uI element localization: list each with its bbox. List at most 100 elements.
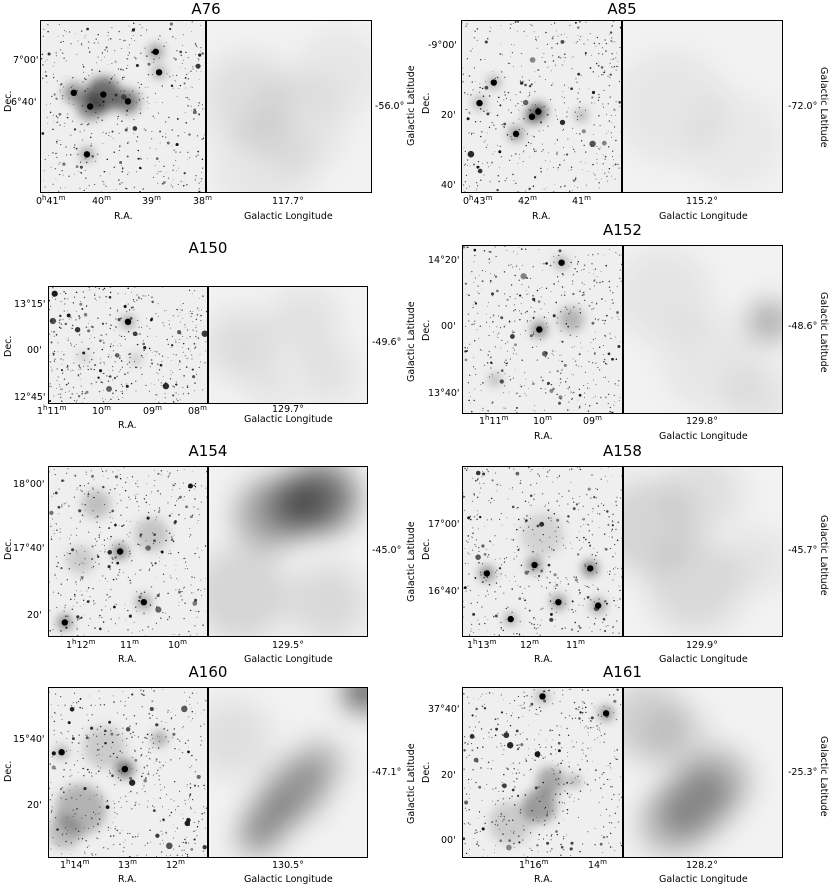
star: [122, 524, 125, 527]
star: [518, 633, 521, 636]
star: [80, 172, 83, 174]
star: [156, 717, 158, 719]
star: [473, 698, 475, 699]
star: [107, 369, 109, 371]
star: [469, 734, 475, 739]
star: [176, 117, 179, 120]
star: [611, 53, 613, 55]
star: [162, 385, 165, 387]
star: [587, 616, 589, 618]
star: [166, 73, 168, 75]
star: [87, 323, 89, 324]
star: [550, 746, 553, 748]
star: [580, 140, 583, 142]
star: [478, 292, 480, 295]
star: [540, 308, 542, 310]
star: [117, 68, 119, 70]
star: [118, 149, 120, 152]
star: [182, 302, 184, 305]
ra-axis-label: R.A.: [534, 874, 553, 885]
star: [116, 123, 119, 126]
star: [111, 62, 113, 65]
star: [59, 314, 62, 318]
star: [563, 849, 565, 851]
star: [120, 700, 122, 702]
star: [156, 769, 159, 772]
star: [481, 705, 484, 708]
star: [611, 519, 613, 521]
star: [82, 81, 84, 83]
star: [116, 310, 118, 312]
star: [479, 571, 481, 573]
galaxy: [602, 710, 610, 717]
star: [193, 506, 195, 508]
glat-axis-label: Galactic Latitude: [818, 67, 829, 148]
glat-axis-label: Galactic Latitude: [818, 736, 829, 817]
star: [518, 597, 522, 600]
star: [612, 597, 614, 598]
star: [150, 586, 153, 588]
star: [123, 841, 125, 843]
star: [64, 607, 66, 609]
star: [479, 120, 482, 123]
star: [125, 737, 128, 740]
star: [590, 497, 592, 499]
star: [198, 104, 200, 107]
star: [570, 841, 574, 845]
star: [190, 70, 192, 72]
star: [189, 157, 191, 159]
star: [69, 318, 71, 320]
star: [103, 346, 105, 348]
star: [188, 489, 191, 492]
star: [190, 807, 192, 808]
star: [136, 343, 139, 346]
star: [124, 128, 128, 132]
star: [108, 353, 110, 355]
star: [558, 822, 560, 824]
star: [474, 121, 477, 123]
star: [612, 291, 614, 294]
star: [183, 588, 184, 589]
star: [165, 831, 168, 834]
star: [73, 400, 76, 402]
star: [103, 56, 105, 58]
star: [109, 516, 111, 518]
star: [178, 342, 180, 344]
star: [611, 37, 613, 39]
star: [547, 66, 549, 68]
star: [171, 344, 174, 347]
star: [468, 132, 470, 134]
star: [503, 815, 505, 817]
star: [548, 556, 550, 558]
star: [116, 561, 120, 565]
star: [195, 346, 197, 348]
star: [189, 794, 191, 797]
star: [489, 326, 491, 328]
star: [129, 725, 131, 727]
star: [556, 276, 559, 278]
star: [558, 401, 561, 405]
galaxy: [512, 130, 520, 138]
star: [151, 565, 153, 567]
star: [568, 795, 570, 797]
star: [140, 754, 143, 756]
dec-tick: 00': [27, 345, 42, 356]
dust-map: [208, 687, 368, 858]
star: [510, 111, 513, 114]
star: [157, 303, 159, 305]
star: [128, 536, 130, 538]
star: [155, 723, 159, 727]
star: [496, 326, 498, 328]
star: [463, 91, 466, 94]
star: [119, 144, 121, 147]
star: [78, 171, 80, 173]
star: [98, 770, 100, 772]
star: [515, 182, 517, 184]
star: [149, 147, 151, 149]
star: [525, 521, 527, 523]
diffuse-emission: [489, 373, 501, 386]
star: [91, 474, 94, 478]
star: [141, 775, 143, 778]
star: [617, 345, 621, 348]
star: [612, 513, 614, 516]
